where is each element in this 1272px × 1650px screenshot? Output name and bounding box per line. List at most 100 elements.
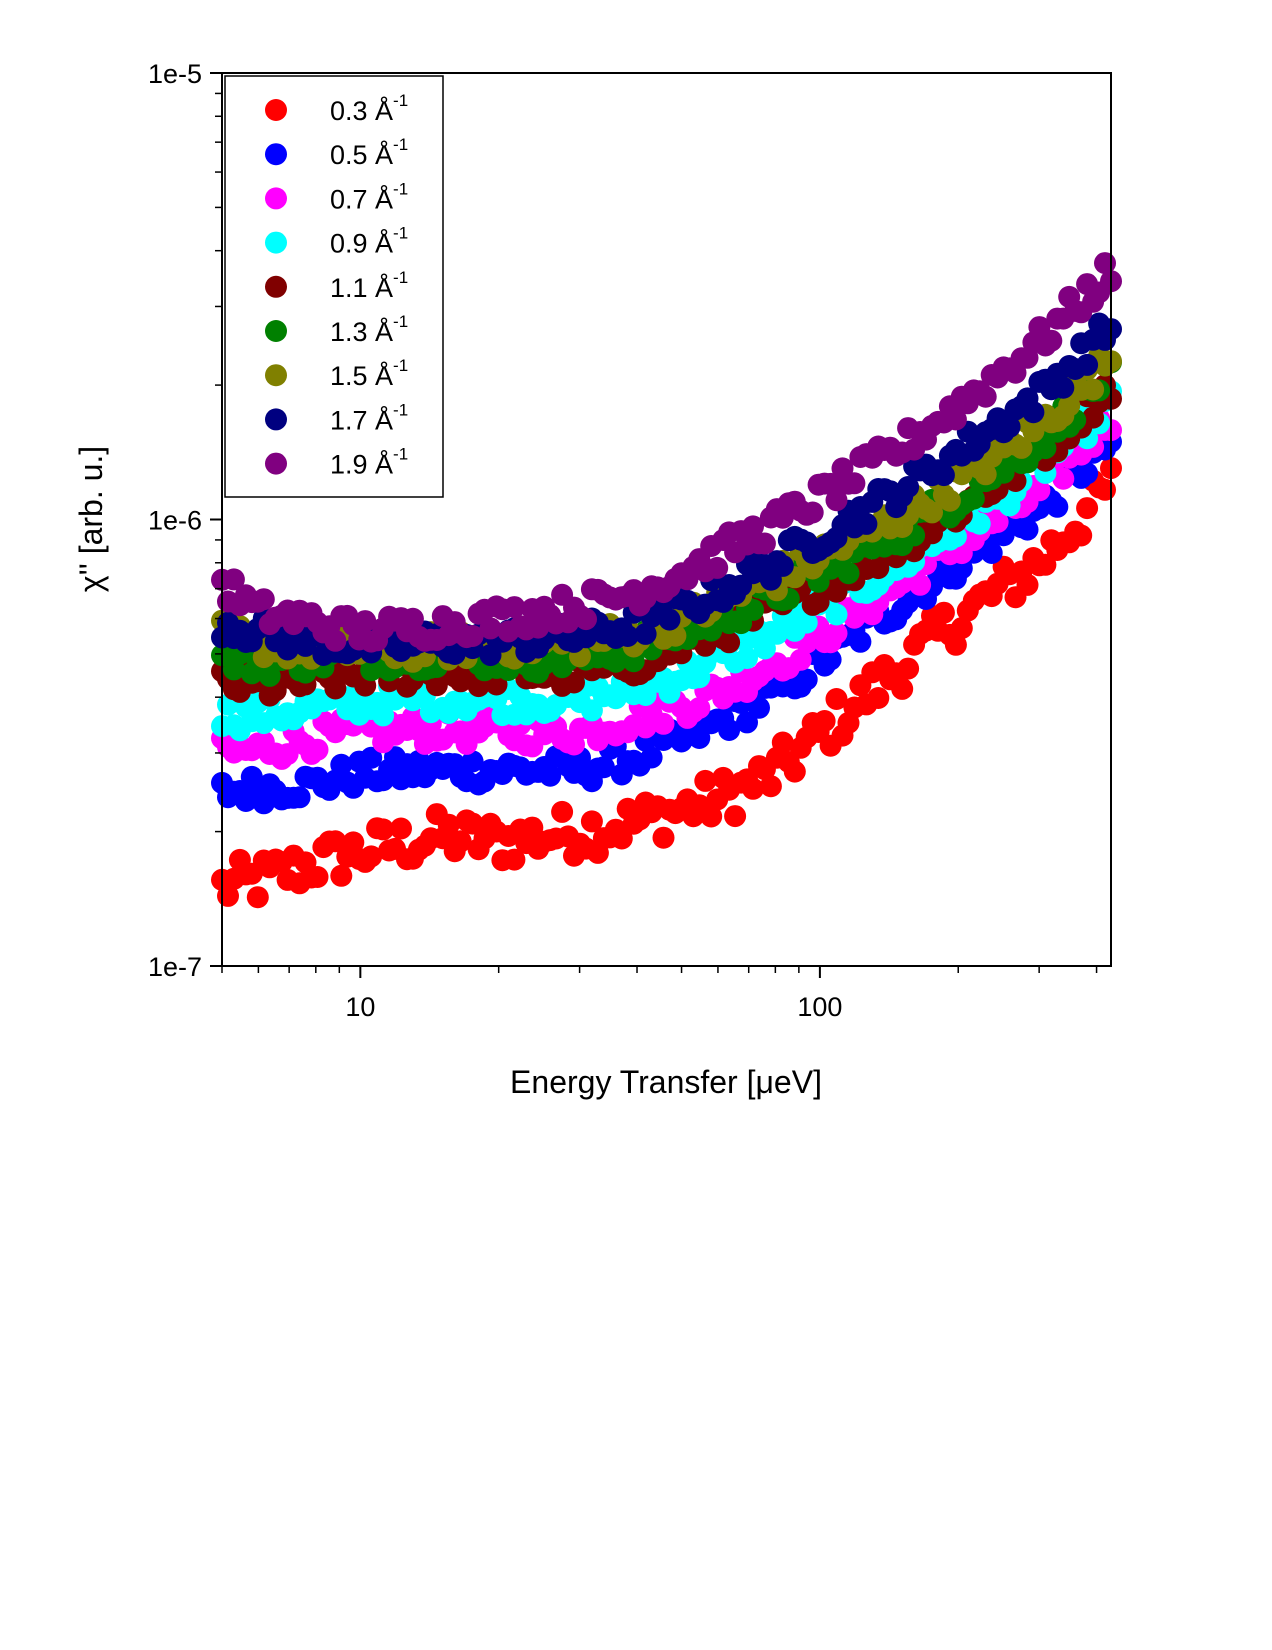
legend-label: 0.5 Å-1 bbox=[330, 135, 408, 170]
data-point bbox=[1076, 462, 1099, 485]
data-point bbox=[354, 610, 377, 633]
data-point bbox=[652, 826, 675, 849]
data-point bbox=[640, 746, 663, 769]
legend-item: 1.1 Å-1 bbox=[265, 268, 408, 303]
data-point bbox=[324, 830, 347, 853]
data-point bbox=[813, 710, 836, 732]
data-point bbox=[503, 596, 526, 619]
legend-item: 1.5 Å-1 bbox=[265, 356, 408, 391]
legend-item: 1.7 Å-1 bbox=[265, 400, 408, 435]
data-point bbox=[783, 760, 806, 783]
data-point bbox=[372, 704, 395, 727]
data-point bbox=[461, 812, 484, 835]
data-point bbox=[718, 719, 741, 741]
data-point bbox=[974, 463, 997, 486]
y-tick-label: 1e-7 bbox=[148, 952, 202, 982]
data-point bbox=[372, 818, 395, 841]
legend-marker bbox=[265, 364, 287, 387]
legend-marker bbox=[265, 143, 287, 166]
data-point bbox=[974, 385, 997, 408]
data-point bbox=[1070, 524, 1093, 547]
data-point bbox=[819, 648, 842, 671]
data-point bbox=[449, 830, 472, 853]
y-tick-label: 1e-6 bbox=[148, 506, 202, 536]
data-point bbox=[742, 515, 764, 538]
x-tick-label: 10 bbox=[345, 992, 375, 1022]
data-point bbox=[563, 671, 585, 694]
data-point bbox=[825, 688, 848, 710]
legend-label: 0.7 Å-1 bbox=[330, 179, 408, 214]
y-tick-label: 1e-5 bbox=[148, 59, 202, 89]
data-point bbox=[736, 647, 758, 669]
data-point bbox=[897, 476, 920, 498]
data-point bbox=[658, 608, 681, 631]
data-point bbox=[1034, 553, 1057, 576]
data-point bbox=[1028, 479, 1051, 502]
data-point bbox=[855, 512, 878, 535]
data-point bbox=[539, 764, 562, 787]
data-point bbox=[1016, 573, 1039, 596]
data-point bbox=[986, 511, 1009, 533]
data-point bbox=[1046, 495, 1069, 518]
x-axis-title: Energy Transfer [μeV] bbox=[510, 1064, 822, 1100]
data-point bbox=[360, 746, 383, 769]
data-point bbox=[867, 687, 890, 709]
data-point bbox=[1016, 518, 1039, 541]
data-point bbox=[849, 630, 872, 653]
data-point bbox=[807, 591, 830, 614]
legend-marker bbox=[265, 452, 287, 475]
data-point bbox=[342, 831, 365, 854]
data-point bbox=[688, 727, 711, 749]
data-point bbox=[610, 827, 633, 850]
data-point bbox=[742, 777, 764, 800]
y-axis-title: χ'' [arb. u.] bbox=[73, 446, 109, 592]
data-point bbox=[306, 738, 329, 761]
data-point bbox=[771, 731, 794, 754]
legend-item: 0.7 Å-1 bbox=[265, 179, 408, 214]
data-point bbox=[932, 464, 955, 487]
data-point bbox=[360, 845, 383, 868]
data-point bbox=[968, 512, 991, 535]
data-point bbox=[1022, 401, 1045, 424]
x-tick-label: 100 bbox=[797, 992, 842, 1022]
legend-item: 0.3 Å-1 bbox=[265, 91, 408, 126]
data-point bbox=[479, 617, 502, 640]
data-point bbox=[825, 489, 848, 512]
legend-box bbox=[224, 75, 444, 498]
data-point bbox=[1058, 394, 1081, 417]
legend-label: 1.3 Å-1 bbox=[330, 312, 408, 347]
data-point bbox=[551, 800, 574, 823]
data-point bbox=[604, 687, 627, 710]
data-point bbox=[795, 611, 818, 634]
data-point bbox=[753, 532, 776, 555]
data-point bbox=[1052, 376, 1075, 399]
data-point bbox=[909, 573, 932, 596]
data-point bbox=[921, 501, 943, 524]
legend: 0.3 Å-1 0.5 Å-1 0.7 Å-1 0.9 Å-1 1.1 Å-1 1.3 Å… bbox=[224, 75, 444, 498]
data-point bbox=[1076, 497, 1099, 520]
data-point bbox=[1034, 437, 1057, 460]
data-point bbox=[837, 562, 860, 585]
data-point bbox=[1094, 478, 1116, 501]
data-point bbox=[694, 769, 717, 792]
data-point bbox=[724, 805, 747, 828]
data-point bbox=[891, 677, 914, 700]
legend-item: 1.9 Å-1 bbox=[265, 445, 408, 480]
legend-marker bbox=[265, 99, 287, 121]
data-point bbox=[843, 472, 866, 495]
data-point bbox=[461, 625, 484, 647]
points-layer bbox=[211, 252, 1122, 909]
data-point bbox=[634, 622, 657, 645]
data-point bbox=[575, 608, 597, 631]
data-point bbox=[980, 542, 1003, 564]
data-point bbox=[998, 415, 1021, 438]
data-point bbox=[503, 848, 526, 871]
series-1 bbox=[211, 457, 1122, 909]
data-point bbox=[825, 603, 848, 626]
data-point bbox=[825, 622, 848, 645]
data-point bbox=[390, 817, 412, 840]
legend-item: 0.9 Å-1 bbox=[265, 224, 408, 259]
data-point bbox=[748, 696, 770, 719]
data-point bbox=[688, 697, 711, 719]
